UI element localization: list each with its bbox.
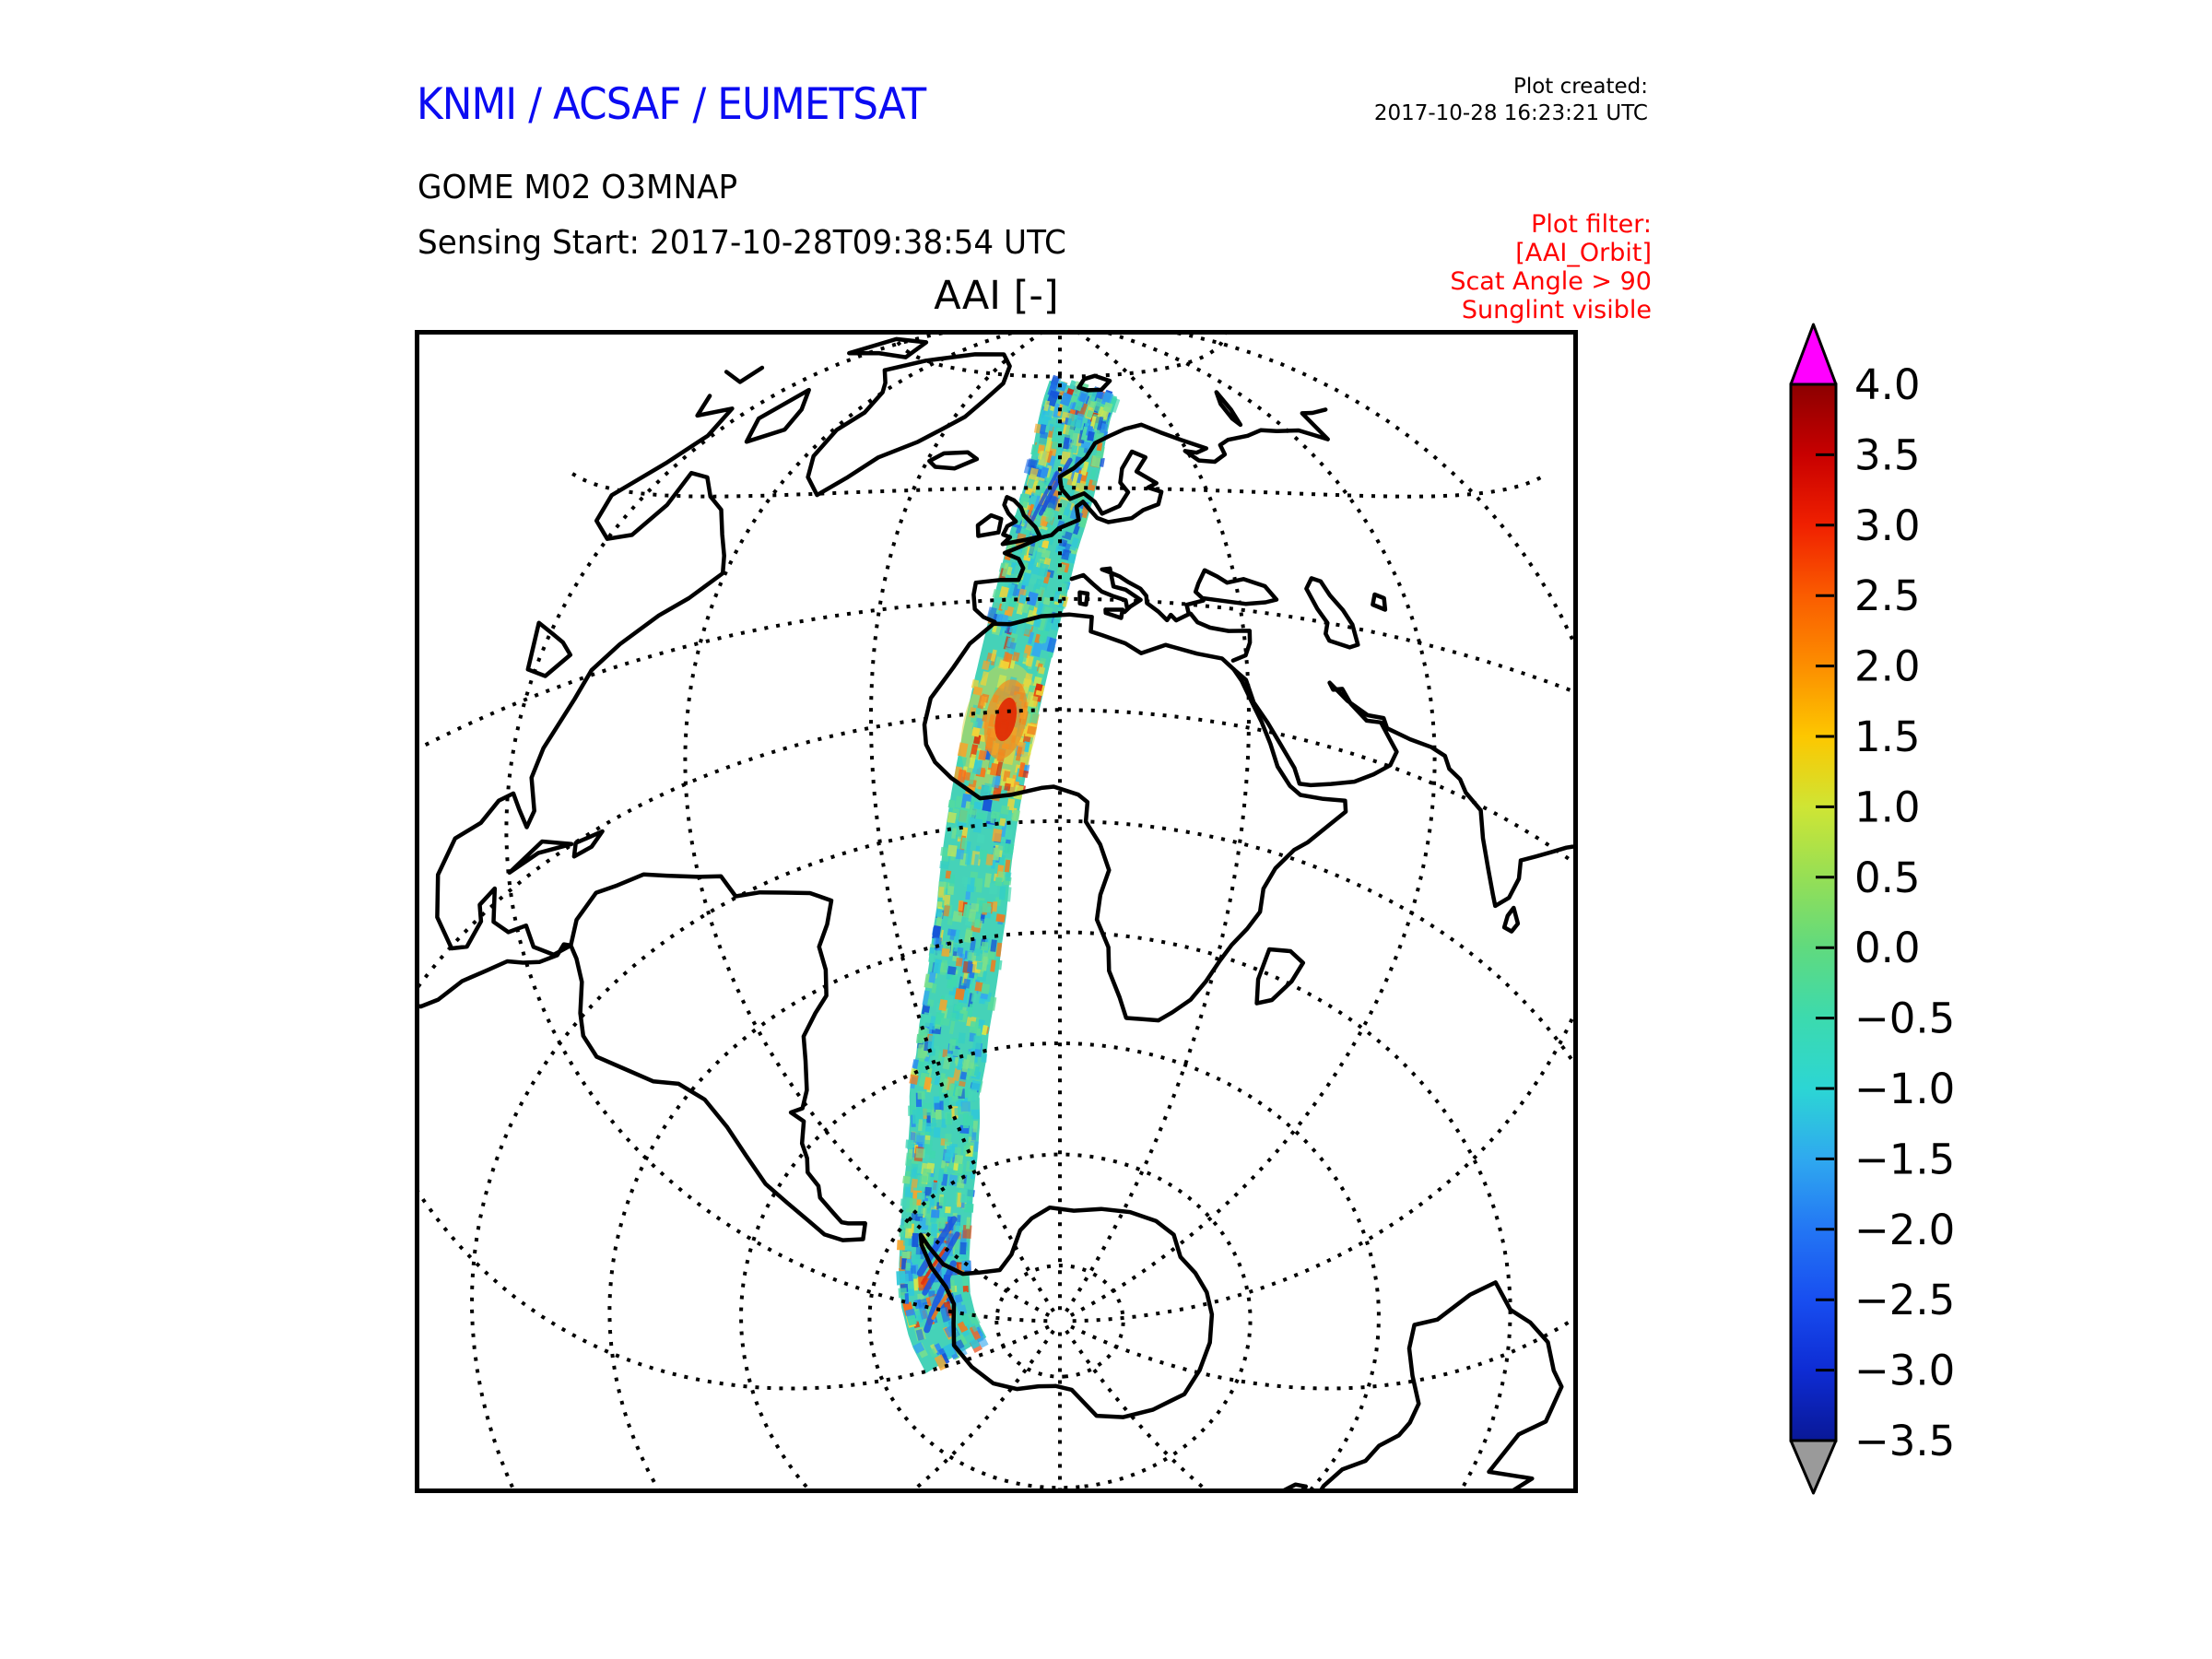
sensing-start-label: Sensing Start: 2017-10-28T09:38:54 UTC <box>418 224 1066 262</box>
colorbar-over-arrow <box>1789 323 1838 386</box>
graticule-parallel <box>607 930 1512 1493</box>
colorbar-tick-label: −0.5 <box>1854 994 1955 1043</box>
coastline <box>1214 390 1243 428</box>
graticule-parallel <box>994 1264 1125 1379</box>
colorbar-tick-label: 1.0 <box>1854 782 1921 831</box>
coastline <box>571 829 605 859</box>
colorbar-tick-label: 0.0 <box>1854 924 1921 972</box>
swath-streak <box>931 1289 952 1321</box>
coastline <box>724 365 765 384</box>
colorbar-tick-label: 4.0 <box>1854 360 1921 409</box>
coastline <box>1077 373 1112 393</box>
coastline <box>1188 611 1253 663</box>
plot-filter-line: [AAI_Orbit] <box>1515 239 1652 267</box>
swath-hotspot-sahara-dust <box>994 697 1018 742</box>
colorbar-tick-label: 2.0 <box>1854 642 1921 691</box>
colorbar: 4.0 3.5 3.0 2.5 2.0 1.5 1.0 0.5 0.0 −0.5 −1.0 −1.5 −… <box>1789 323 1955 1495</box>
colorbar-under-arrow <box>1789 1439 1838 1495</box>
graticule-parallel <box>892 330 1228 379</box>
product-label: GOME M02 O3MNAP <box>418 169 738 206</box>
coastline <box>922 612 1348 1023</box>
coastline <box>1316 1280 1564 1493</box>
plot-filter-line: Sunglint visible <box>1461 296 1652 324</box>
coastline <box>847 336 929 359</box>
map-title: AAI [-] <box>934 273 1059 319</box>
map-inner <box>415 330 1578 1493</box>
colorbar-tick-label: 3.5 <box>1854 430 1921 479</box>
colorbar-tick-label: −3.0 <box>1854 1347 1955 1395</box>
swath-streak <box>1038 457 1073 516</box>
world-map <box>415 330 1578 1493</box>
map-frame <box>415 330 1578 1493</box>
graticule-meridian <box>1065 330 1252 1312</box>
graticule-meridian <box>1070 1313 1578 1391</box>
colorbar-gradient <box>1789 382 1838 1442</box>
graticule-meridian <box>1065 1329 1213 1493</box>
colorbar-tick-label: −2.5 <box>1854 1276 1955 1324</box>
graticule-parallel <box>415 596 1578 753</box>
coastline <box>1000 495 1042 547</box>
swath-streak <box>924 1260 957 1334</box>
graticule-parallel <box>739 1041 1381 1493</box>
colorbar-tick-label: −1.0 <box>1854 1065 1955 1113</box>
graticule <box>415 330 1578 1493</box>
colorbar-tick-label: 3.0 <box>1854 501 1921 550</box>
coastline <box>1501 905 1521 934</box>
plot-created-note: Plot created: 2017-10-28 16:23:21 UTC <box>1374 74 1648 127</box>
coastline <box>1304 576 1360 650</box>
graticule-meridian <box>504 330 1048 1324</box>
graticule-meridian <box>415 1182 1050 1391</box>
plot-created-time: 2017-10-28 16:23:21 UTC <box>1373 101 1648 125</box>
coastline <box>1069 566 1206 623</box>
coastline <box>971 407 1330 625</box>
plot-filter-line: Scat Angle > 90 <box>1450 267 1652 296</box>
coastline <box>1231 666 1575 909</box>
coastline <box>1193 568 1279 606</box>
graticule-meridian <box>1069 330 1437 1318</box>
coastline <box>1077 590 1090 607</box>
graticule-meridian <box>683 330 1051 1318</box>
coastline <box>1103 607 1125 620</box>
graticule-meridian <box>1072 330 1578 1324</box>
coastline <box>744 387 811 444</box>
plot-filter-note: Plot filter: [AAI_Orbit] Scat Angle > 90… <box>1450 210 1652 324</box>
plot-created-label: Plot created: <box>1512 75 1648 99</box>
coastlines <box>415 336 1575 1493</box>
graticule-parallel <box>469 818 1578 1493</box>
coastline <box>415 394 735 1009</box>
colorbar-tick-label: 1.5 <box>1854 712 1921 761</box>
coastline <box>1254 947 1306 1006</box>
coastline <box>569 872 867 1242</box>
coastline <box>918 1205 1215 1419</box>
colorbar-tick-label: −3.5 <box>1854 1417 1955 1465</box>
colorbar-tick-label: −1.5 <box>1854 1135 1955 1183</box>
graticule-meridian <box>868 330 1055 1312</box>
coastline <box>507 839 574 876</box>
coastline <box>975 512 1004 538</box>
colorbar-tick-label: 0.5 <box>1854 853 1921 902</box>
colorbar-tick-label: 2.5 <box>1854 571 1921 620</box>
swath-streak <box>1030 470 1059 524</box>
colorbar-tick-label: −2.0 <box>1854 1206 1955 1254</box>
coastline <box>806 352 1012 498</box>
plot-filter-line: Plot filter: <box>1531 210 1652 239</box>
coastline <box>525 620 573 678</box>
coastline <box>1371 592 1388 612</box>
coastline <box>927 450 980 471</box>
page-title: KNMI / ACSAF / EUMETSAT <box>417 79 926 130</box>
orbit-swath <box>896 374 1121 1373</box>
